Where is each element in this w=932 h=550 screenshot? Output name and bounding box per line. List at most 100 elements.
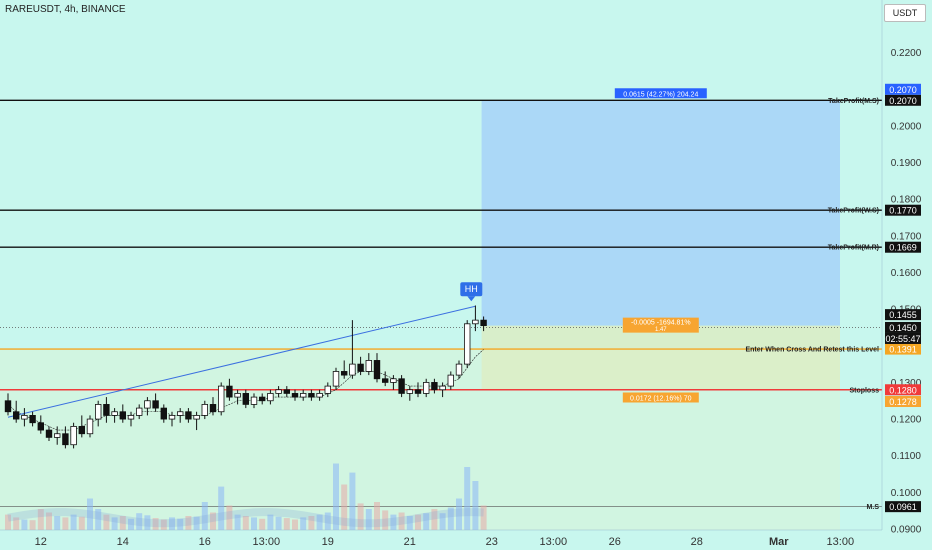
lower-shade	[0, 349, 840, 530]
volume-bar	[406, 516, 413, 530]
volume-bar	[447, 507, 454, 530]
level-price-tag: 0.2070	[889, 96, 917, 106]
volume-bar	[415, 514, 421, 530]
volume-bar	[119, 516, 126, 530]
volume-bar	[87, 498, 93, 530]
x-tick-label: 14	[117, 536, 129, 548]
candle-body	[324, 385, 331, 394]
entry-info-sub: 1.47	[655, 327, 667, 333]
volume-bar	[349, 472, 356, 530]
level-price-tag: 0.0961	[889, 502, 917, 512]
volume-bar	[398, 512, 405, 530]
candle-body	[390, 378, 397, 383]
candle-body	[267, 393, 274, 402]
hh-badge	[460, 282, 483, 297]
candle-body	[193, 415, 200, 420]
volume-bar	[464, 467, 471, 530]
candle-body	[480, 319, 487, 327]
volume-bar	[185, 516, 192, 530]
target-info-box	[614, 88, 707, 99]
level-price-tag: 0.1391	[889, 345, 917, 355]
level-label: TakeProfit(M.R)	[828, 245, 879, 252]
x-axis-panel	[0, 530, 932, 550]
candle-body	[70, 426, 77, 446]
volume-bar	[152, 518, 159, 530]
trend-line	[7, 305, 476, 418]
volume-bar	[226, 505, 233, 530]
volume-bar	[316, 514, 323, 530]
candle-body	[291, 393, 299, 398]
volume-bar	[357, 503, 364, 530]
candle-body	[21, 415, 28, 420]
level-label: TakeProfit(M.S)	[828, 98, 879, 105]
candle-body	[316, 393, 323, 398]
loss-zone	[481, 325, 840, 391]
level-price-tag-box	[885, 343, 921, 355]
entry-info-box	[622, 317, 699, 333]
volume-bar	[144, 515, 151, 530]
candle-body	[160, 407, 167, 420]
candle-body	[54, 433, 61, 438]
volume-bar	[456, 498, 462, 530]
candle-body	[12, 411, 20, 420]
candle-body	[431, 382, 438, 391]
candle-body	[37, 422, 44, 431]
x-tick-label: 23	[486, 536, 498, 548]
y-tick-label: 0.1600	[891, 268, 922, 279]
price-tag-box	[885, 321, 921, 333]
volume-bar	[29, 520, 36, 530]
hh-label: HH	[465, 284, 478, 294]
candle-body	[29, 415, 36, 424]
profit-zone	[481, 100, 840, 326]
candle-body	[95, 404, 102, 420]
volume-bar	[78, 516, 85, 530]
volume-bar	[111, 517, 118, 530]
volume-bar	[5, 514, 11, 530]
volume-bar	[365, 509, 372, 530]
candle-body	[398, 378, 405, 394]
volume-bar	[251, 517, 257, 530]
candle-body	[127, 415, 135, 420]
candle-body	[144, 400, 151, 409]
x-tick-label: 19	[322, 536, 334, 548]
candle-body	[275, 389, 282, 394]
candle-body	[217, 385, 225, 413]
volume-band	[7, 508, 484, 528]
y-tick-label: 0.0900	[891, 525, 922, 536]
volume-bar	[70, 514, 77, 530]
candle-body	[357, 363, 364, 372]
candle-body	[209, 404, 217, 413]
volume-bar	[292, 519, 298, 530]
candle-body	[226, 385, 233, 398]
price-tag: 0.1450	[889, 323, 917, 333]
candle-body	[201, 404, 208, 416]
currency-button[interactable]: USDT	[884, 4, 926, 22]
level-price-tag: 0.1280	[889, 385, 917, 395]
volume-bar	[275, 516, 282, 530]
y-tick-label: 0.1100	[891, 451, 921, 462]
candle-body	[373, 360, 381, 380]
candle-body	[185, 411, 192, 420]
volume-bar	[390, 514, 397, 530]
level-price-tag-box	[885, 384, 921, 396]
volume-bar	[324, 512, 331, 530]
y-tick-label: 0.1200	[891, 415, 922, 426]
price-tag-box	[885, 309, 921, 321]
candle-body	[111, 411, 118, 416]
candle-body	[340, 371, 348, 376]
volume-bar	[333, 463, 339, 530]
level-price-tag: 0.1669	[889, 243, 917, 253]
candle-body	[365, 360, 372, 372]
volume-bar	[480, 505, 487, 530]
candle-body	[86, 418, 94, 435]
symbol-title[interactable]: RAREUSDT, 4h, BINANCE	[5, 4, 126, 15]
price-tag-box	[885, 83, 921, 95]
volume-bar	[37, 509, 44, 530]
volume-bar	[374, 502, 380, 530]
candle-body	[234, 393, 241, 398]
price-tag: 0.1278	[889, 397, 917, 407]
stop-info-label: 0.0172 (12.16%) 70	[630, 395, 692, 402]
price-tag-box	[885, 332, 921, 344]
x-tick-label: 26	[609, 536, 621, 548]
